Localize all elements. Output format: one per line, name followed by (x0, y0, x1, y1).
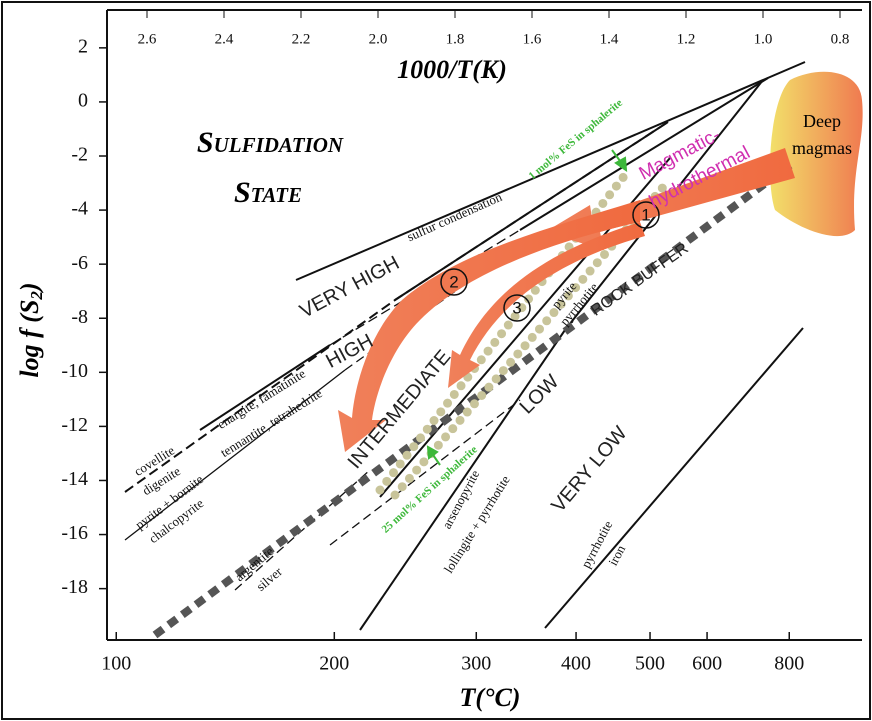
title: State (234, 176, 302, 209)
bottom-tick-label: 100 (101, 653, 131, 675)
region-label: VERY HIGH (296, 252, 403, 323)
left-axis-title: log f (S2) (15, 282, 46, 377)
bottom-tick-label: 300 (461, 653, 491, 675)
bottom-tick-label: 200 (319, 653, 349, 675)
top-tick-label: 0.8 (831, 31, 850, 47)
fes-label: 1 mol% FeS in sphalerite (526, 97, 625, 182)
path-number: 3 (512, 298, 521, 317)
top-tick-label: 1.8 (446, 31, 465, 47)
region-label: VERY LOW (547, 422, 631, 517)
fes-arrows (426, 149, 628, 466)
bottom-tick-label: 600 (692, 653, 722, 675)
deep-magmas-field (770, 71, 863, 237)
top-tick-label: 2.0 (369, 31, 388, 47)
top-tick-label: 1.6 (523, 31, 542, 47)
y-tick-label: 0 (78, 90, 88, 112)
axis-title-part: log f (S (15, 300, 44, 378)
title: Sulfidation (197, 126, 344, 159)
top-tick-label: 1.0 (754, 31, 773, 47)
top-axis-title: 1000/T(K) (397, 55, 507, 84)
path-circles (440, 201, 660, 322)
path-number: 1 (641, 205, 650, 224)
top-tick-label: 2.2 (292, 31, 311, 47)
y-tick-label: -10 (61, 360, 88, 382)
magma-label: Deep (803, 111, 841, 131)
line-label: sulfur condensation (405, 189, 505, 244)
arrows (338, 148, 795, 452)
y-tick-label: -18 (61, 576, 88, 598)
top-tick-label: 2.4 (215, 31, 234, 47)
magma-label: magmas (792, 138, 852, 158)
y-tick-label: -16 (61, 522, 88, 544)
y-tick-label: -14 (61, 468, 88, 490)
top-tick-label: 1.2 (677, 31, 696, 47)
path-number: 2 (449, 272, 458, 291)
bottom-tick-label: 800 (774, 653, 804, 675)
top-tick-label: 2.6 (138, 31, 157, 47)
region-label: LOW (516, 371, 564, 419)
y-tick-label: -12 (61, 414, 88, 436)
y-tick-label: 2 (78, 35, 88, 57)
y-tick-label: -8 (71, 306, 88, 328)
top-tick-label: 1.4 (600, 31, 619, 47)
axis-title-part: 2 (27, 291, 46, 301)
y-tick-label: -2 (71, 144, 88, 166)
y-tick-label: -6 (71, 252, 88, 274)
line-label: iron (605, 542, 628, 568)
bottom-tick-label: 400 (561, 653, 591, 675)
y-tick-label: -4 (71, 198, 88, 220)
axis-title-part: ) (15, 282, 44, 293)
bottom-axis-title: T(°C) (460, 683, 521, 712)
bottom-tick-label: 500 (635, 653, 665, 675)
